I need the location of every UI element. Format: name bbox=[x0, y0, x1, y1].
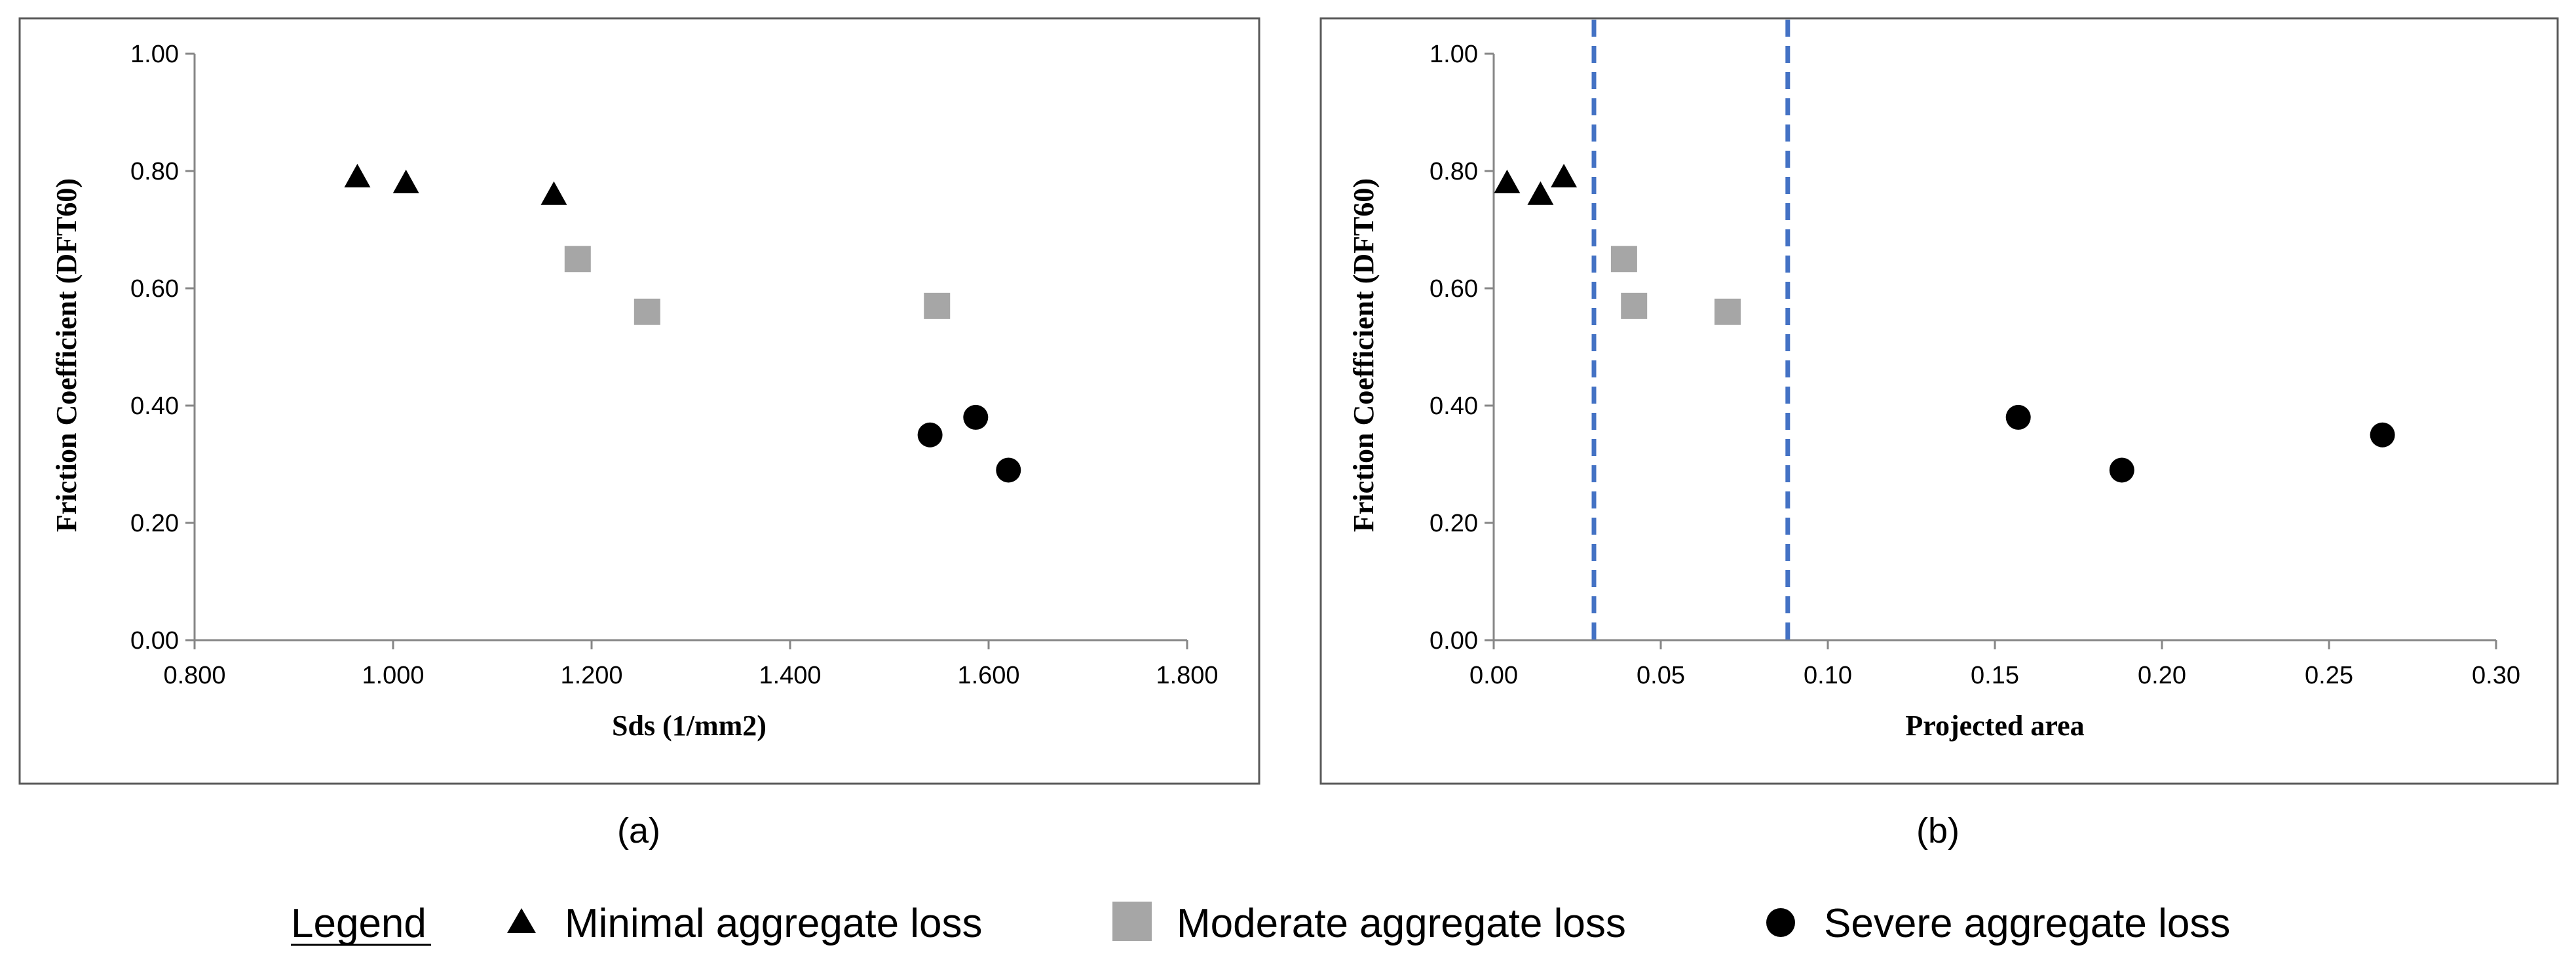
legend-marker-moderate bbox=[1112, 902, 1152, 941]
point-minimal-triangle bbox=[540, 181, 567, 205]
y-axis-title-b: Friction Coefficient (DFT60) bbox=[1348, 178, 1380, 532]
point-moderate-square bbox=[564, 246, 591, 273]
x-tick-label: 1.200 bbox=[560, 662, 622, 689]
x-tick-label: 0.20 bbox=[2138, 662, 2186, 689]
data-points-b bbox=[1494, 163, 2395, 483]
ticks-b: 0.00 0.20 0.40 0.60 0.80 1.00 0.00 0.05 0.10 0.15… bbox=[1430, 41, 2520, 689]
point-severe-circle bbox=[963, 404, 989, 430]
y-tick-label: 0.40 bbox=[130, 392, 179, 420]
x-axis-title-a: Sds (1/mm2) bbox=[612, 710, 767, 742]
y-tick-label: 0.20 bbox=[1430, 510, 1478, 537]
x-tick-label: 0.00 bbox=[1469, 662, 1518, 689]
point-moderate-square bbox=[1714, 298, 1741, 325]
y-tick-label: 0.60 bbox=[130, 275, 179, 303]
data-points-a bbox=[344, 163, 1021, 483]
y-tick-label: 0.20 bbox=[130, 510, 179, 537]
x-tick-label: 0.15 bbox=[1971, 662, 2019, 689]
panel-caption-b: (b) bbox=[1916, 811, 1960, 851]
panel-caption-a: (a) bbox=[617, 811, 660, 851]
point-severe-circle bbox=[2005, 404, 2031, 430]
y-tick-label: 0.60 bbox=[1430, 275, 1478, 303]
chart-frame-a bbox=[18, 17, 1260, 785]
legend: Legend Minimal aggregate loss Moderate a… bbox=[291, 901, 2230, 946]
point-minimal-triangle bbox=[1494, 169, 1521, 193]
y-tick-label: 1.00 bbox=[130, 41, 179, 68]
ticks-a: 0.00 0.20 0.40 0.60 0.80 1.00 0.800 1.000 1.200 1… bbox=[130, 41, 1219, 689]
y-tick-label: 1.00 bbox=[1430, 41, 1478, 68]
y-tick-label: 0.00 bbox=[130, 627, 179, 655]
legend-label-moderate: Moderate aggregate loss bbox=[1177, 901, 1626, 946]
x-tick-label: 1.000 bbox=[362, 662, 424, 689]
chart-panel-a: 0.00 0.20 0.40 0.60 0.80 1.00 0.800 1.000 1.200 1… bbox=[18, 17, 1260, 851]
point-severe-circle bbox=[2370, 422, 2395, 448]
point-minimal-triangle bbox=[1527, 181, 1554, 205]
x-axis-title-b: Projected area bbox=[1905, 710, 2084, 742]
x-tick-label: 1.600 bbox=[957, 662, 1019, 689]
point-moderate-square bbox=[634, 298, 660, 325]
point-severe-circle bbox=[917, 422, 943, 448]
y-tick-label: 0.40 bbox=[1430, 392, 1478, 420]
x-tick-label: 0.800 bbox=[163, 662, 225, 689]
legend-label-minimal: Minimal aggregate loss bbox=[565, 901, 983, 946]
point-severe-circle bbox=[2109, 457, 2134, 483]
point-minimal-triangle bbox=[1551, 163, 1578, 187]
point-minimal-triangle bbox=[392, 169, 419, 193]
x-tick-label: 1.400 bbox=[759, 662, 821, 689]
chart-panel-b: 0.00 0.20 0.40 0.60 0.80 1.00 0.00 0.05 0.10 0.15… bbox=[1319, 17, 2559, 851]
y-tick-label: 0.80 bbox=[130, 158, 179, 185]
axes-a bbox=[193, 54, 1187, 641]
point-minimal-triangle bbox=[344, 163, 371, 187]
x-tick-label: 0.10 bbox=[1804, 662, 1852, 689]
x-tick-label: 0.25 bbox=[2305, 662, 2353, 689]
legend-marker-minimal bbox=[507, 908, 536, 933]
point-moderate-square bbox=[924, 292, 951, 319]
y-tick-label: 0.00 bbox=[1430, 627, 1478, 655]
y-axis-title-a: Friction Coefficient (DFT60) bbox=[50, 178, 83, 532]
legend-marker-severe bbox=[1766, 908, 1795, 937]
y-tick-label: 0.80 bbox=[1430, 158, 1478, 185]
chart-frame-b bbox=[1319, 17, 2559, 785]
legend-title: Legend bbox=[291, 901, 426, 946]
x-tick-label: 0.30 bbox=[2472, 662, 2520, 689]
point-moderate-square bbox=[1621, 292, 1648, 319]
point-severe-circle bbox=[996, 457, 1021, 483]
x-tick-label: 0.05 bbox=[1637, 662, 1685, 689]
legend-label-severe: Severe aggregate loss bbox=[1824, 901, 2230, 946]
point-moderate-square bbox=[1610, 246, 1637, 273]
x-tick-label: 1.800 bbox=[1156, 662, 1218, 689]
